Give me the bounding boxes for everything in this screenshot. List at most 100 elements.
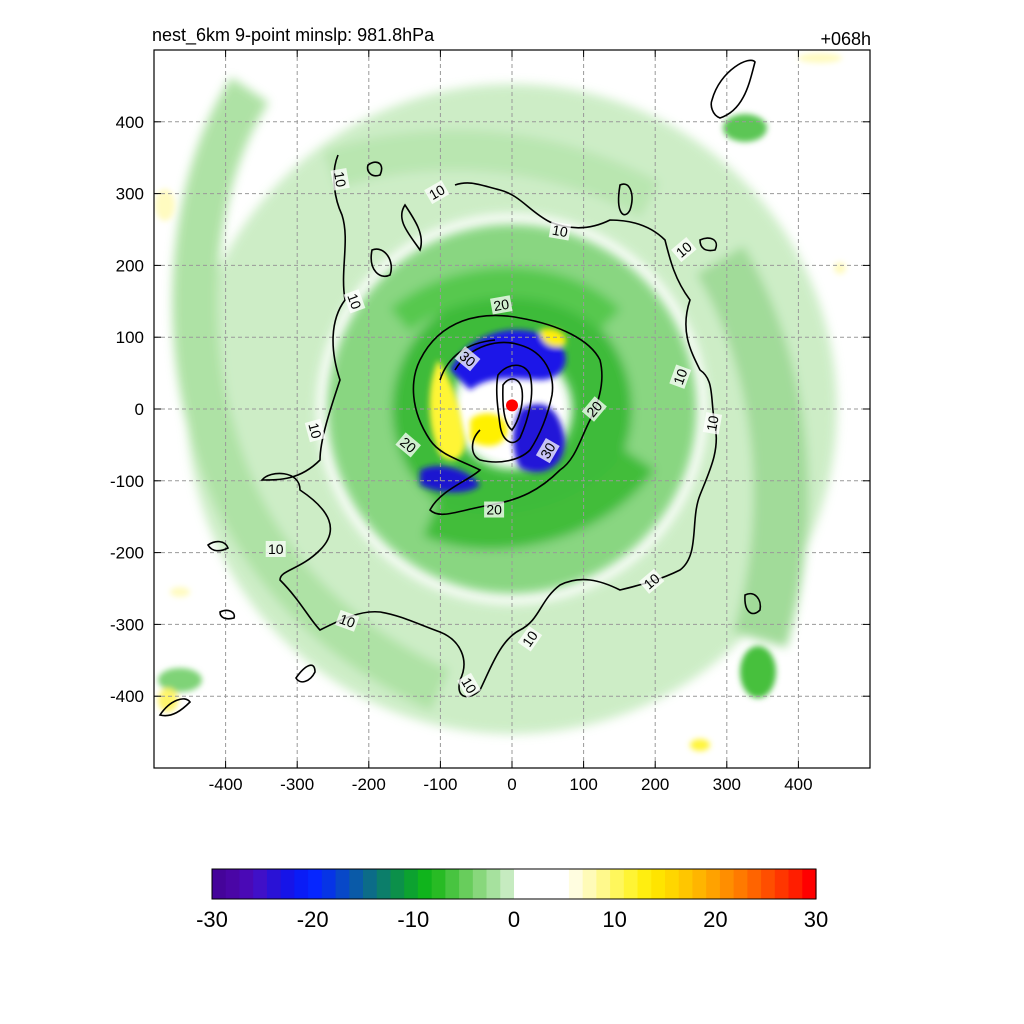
contour-label-text: 10 [331,170,349,188]
contour-label-text: 10 [268,541,284,557]
contour-label: 20 [484,501,505,518]
contour-label-bg [343,289,366,314]
contour-label-bg [457,672,481,699]
contour-50 [502,378,524,432]
x-tick-label: 400 [784,775,812,794]
contour-label-text: 20 [492,296,510,314]
colorbar-tick-label: 20 [703,907,727,932]
contour-label-text: 30 [537,440,559,462]
contour-label-bg [424,180,450,205]
contour-label-bg [535,437,560,464]
southern-band-green [423,449,655,550]
chart-title: nest_6km 9-point minslp: 981.8hPa [152,25,435,46]
y-tick-label: 200 [116,256,144,275]
colorbar-frame [211,868,817,900]
contour-label: 10 [671,237,697,263]
colorbar-tick-label: 30 [804,907,828,932]
colorbar-cell [568,869,584,899]
contour-label: 10 [457,672,481,699]
contour-40 [495,364,533,444]
colorbar-cell [719,869,735,899]
contour-label: 30 [454,346,481,372]
contour-20 [412,314,603,516]
colorbar-cell [774,869,790,899]
colorbar-cell [417,869,433,899]
contour-label-bg [669,364,692,389]
contour-label-text: 10 [337,611,357,631]
contour-label-text: 10 [551,222,569,240]
colorbar-cell [514,869,529,899]
colorbar-cell [596,869,611,899]
x-tick-label: -100 [423,775,457,794]
contour-10-blob-2 [370,248,392,277]
colorbar-cell [253,869,268,899]
contour-10-blob-6 [744,592,762,615]
y-tick-label: 0 [135,400,144,419]
colorbar-cell [706,869,721,899]
contour-label: 10 [335,609,360,632]
contour-label: 10 [304,418,326,443]
colorbar-cell [321,869,337,899]
contour-label: 10 [517,625,543,652]
colorbar-cells [212,869,817,899]
colorbar-cell [239,869,254,899]
colorbar-cell [610,869,625,899]
contour-label: 10 [638,568,665,594]
core-positive-west [429,360,465,460]
colorbar-cell [527,869,543,899]
forecast-hour-label: +068h [820,29,871,49]
core-negative-sw [420,465,480,493]
outer-spiral-band [172,77,450,711]
y-axis: -400 -300 -200 -100 0 100 200 300 400 [110,113,870,706]
colorbar-cell [555,869,570,899]
contour-label: 10 [424,180,450,205]
y-tick-label: -100 [110,472,144,491]
colorbar-cell [472,869,488,899]
colorbar-cell [431,869,446,899]
contour-10-blob-9 [158,698,192,717]
colorbar-tick-label: -30 [196,907,228,932]
spiral-band-green [390,267,621,332]
colorbar-cell [486,869,501,899]
x-tick-label: 300 [713,775,741,794]
colorbar-cell [651,869,666,899]
colorbar-cell [308,869,323,899]
colorbar-cell [665,869,680,899]
contour-label-bg [581,396,607,422]
contour-label-bg [517,625,543,652]
contour-label-bg [548,221,572,241]
contour-label: 10 [548,221,572,241]
y-tick-label: 300 [116,185,144,204]
contour-label-text: 20 [486,502,502,518]
contour-10-blob-11 [366,161,383,177]
colorbar-cell [761,869,776,899]
contour-label-text: 10 [426,181,448,203]
contour-label-bg [395,432,421,458]
y-tick-label: -400 [110,687,144,706]
colorbar-tick-label: 0 [508,907,520,932]
colorbar-cell [280,869,295,899]
colorbar-cell [541,869,556,899]
contour-label-bg [638,568,665,594]
colorbar-tick-label: 10 [602,907,626,932]
contour-10-blob-5 [699,237,718,252]
contour-labels: 10 10 10 10 10 10 10 10 10 10 10 10 10 20 20 20 20 30 30 [265,168,723,699]
contour-label: 30 [535,437,560,464]
contour-10-blob-8 [219,609,236,620]
contour-label-bg [265,541,286,558]
contour-10-blob-4 [617,183,633,216]
core-negative-north [450,330,566,390]
x-tick-label: 200 [641,775,669,794]
core-positive-north [540,328,566,347]
x-tick-label: 100 [569,775,597,794]
colorbar-cell [335,869,350,899]
contour-label: 10 [330,168,350,191]
colorbar-cell [212,869,227,899]
colorbar-cell [225,869,241,899]
contour-label-bg [484,501,505,518]
contour-10-blob-7 [206,540,230,552]
colorbar-cell [404,869,419,899]
colorbar-cell [733,869,748,899]
x-tick-label: -400 [209,775,243,794]
plot-area: 10 10 10 10 10 10 10 10 10 10 10 10 10 20 20 20 20 30 30 [153,49,871,769]
